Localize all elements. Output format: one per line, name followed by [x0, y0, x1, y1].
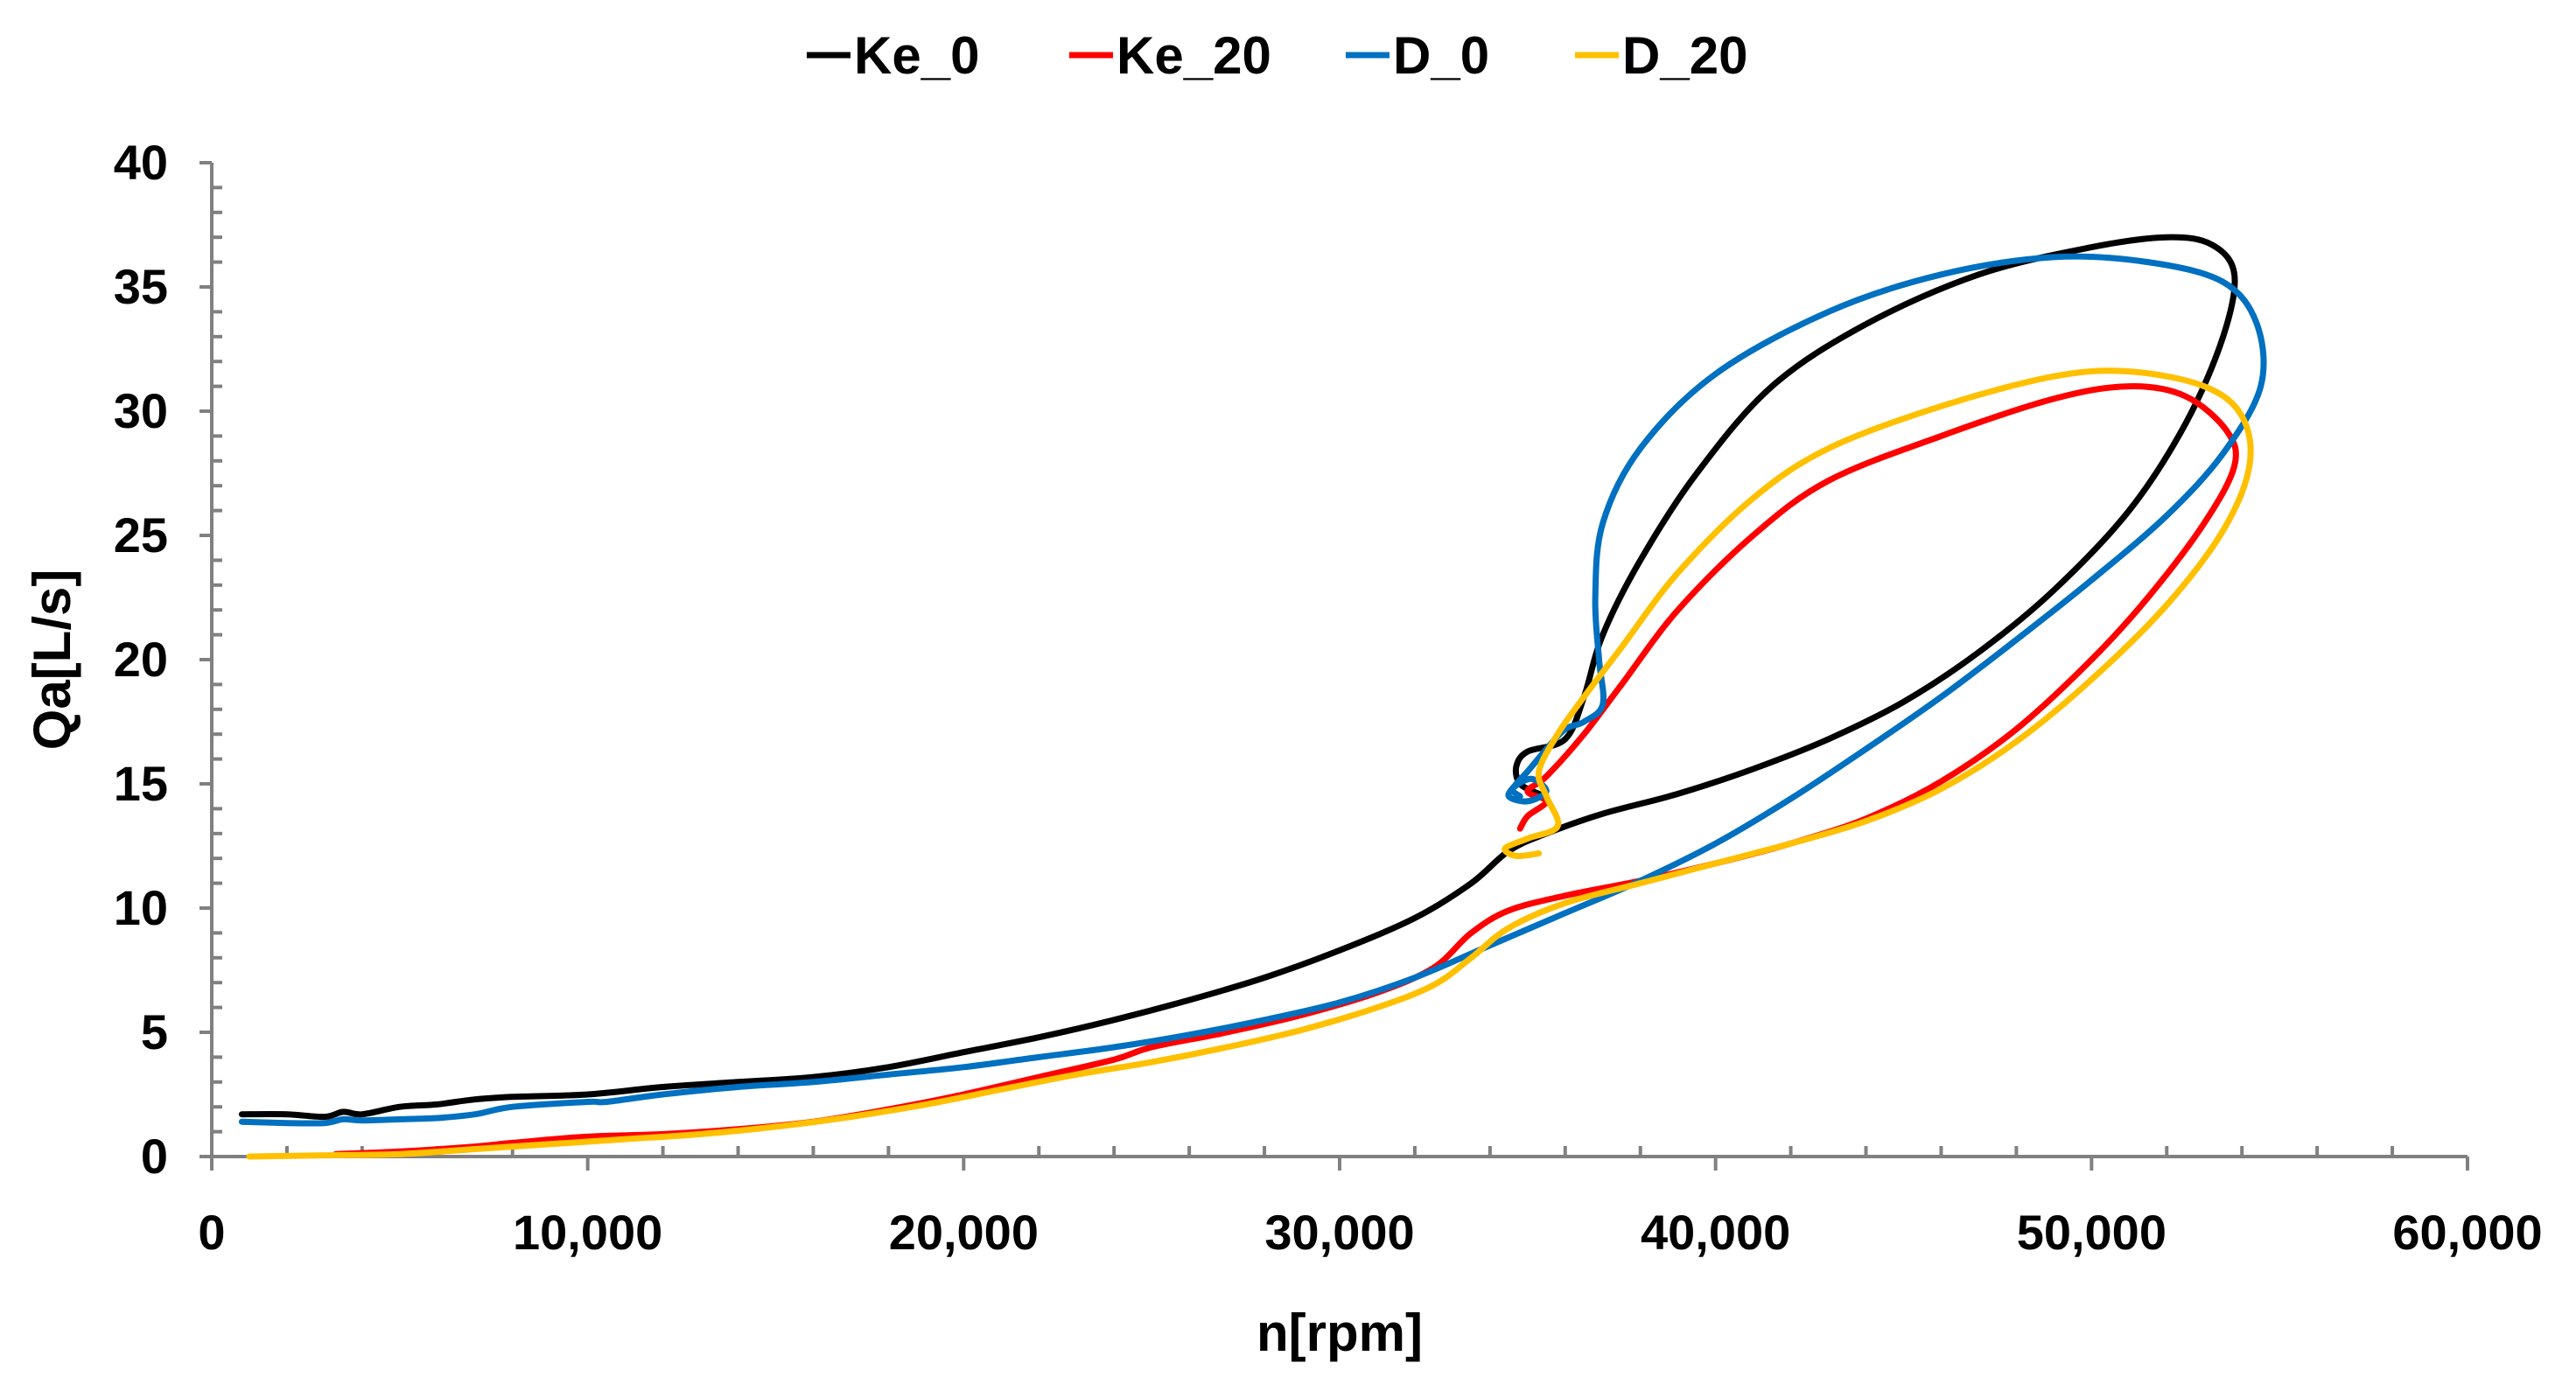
y-axis: 0 5 10 15 20 25 30 35 40	[114, 135, 222, 1184]
y-tick-label: 10	[114, 880, 168, 935]
plot-area	[238, 234, 2267, 1160]
y-tick-label: 5	[141, 1004, 168, 1059]
y-tick-label: 40	[114, 135, 168, 190]
legend-item-d-20: D_20	[1575, 26, 1747, 85]
x-tick-label: 30,000	[1264, 1205, 1414, 1260]
x-tick-label: 50,000	[2017, 1205, 2166, 1260]
y-tick-label: 15	[114, 756, 168, 811]
legend-item-ke-0: Ke_0	[807, 26, 979, 85]
y-tick-label: 30	[114, 383, 168, 438]
y-tick-label: 25	[114, 507, 168, 563]
series-line-ke-20	[332, 383, 2239, 1157]
series-line-d-0	[238, 253, 2267, 1127]
legend-item-d-0: D_0	[1346, 26, 1489, 85]
legend-label: Ke_20	[1116, 26, 1271, 85]
legend-label: D_0	[1393, 26, 1489, 85]
legend-label: D_20	[1622, 26, 1747, 85]
x-tick-label: 20,000	[889, 1205, 1039, 1260]
x-axis: 0 10,000 20,000 30,000 40,000 50,000 60,000	[198, 1146, 2543, 1260]
x-tick-label: 60,000	[2392, 1205, 2542, 1260]
x-axis-title: n[rpm]	[1256, 1304, 1423, 1362]
legend-label: Ke_0	[854, 26, 979, 85]
x-tick-label: 40,000	[1641, 1205, 1790, 1260]
series-line-ke-0	[238, 234, 2238, 1121]
legend: Ke_0 Ke_20 D_0 D_20	[807, 26, 1747, 85]
y-axis-title: Qa[L/s]	[23, 570, 81, 751]
x-tick-label: 10,000	[513, 1205, 662, 1260]
legend-item-ke-20: Ke_20	[1069, 26, 1271, 85]
y-tick-label: 35	[114, 259, 168, 314]
x-tick-label: 0	[198, 1205, 225, 1260]
series-line-d-20	[246, 367, 2254, 1160]
y-tick-label: 20	[114, 632, 168, 687]
y-tick-label: 0	[141, 1129, 168, 1184]
